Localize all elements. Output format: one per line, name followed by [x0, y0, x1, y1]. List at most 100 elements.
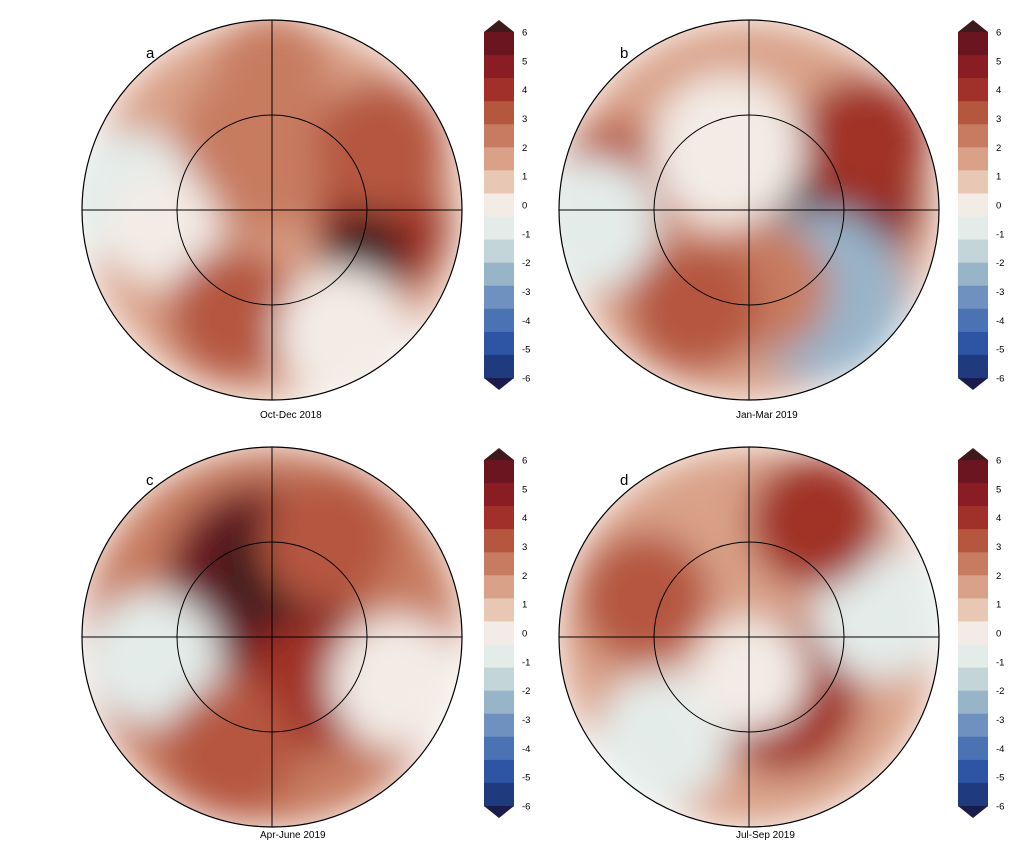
anomaly-blob: [627, 239, 761, 373]
colorbar-bin: [958, 483, 988, 507]
colorbar-a: 6 5 4 3 2 1 0 -1 -2 -3 -4 -5 -6: [484, 20, 530, 390]
colorbar-tick-label: 0: [522, 201, 527, 212]
colorbar-tick-label: 2: [522, 143, 527, 154]
map-c: [81, 446, 463, 828]
panel-b-caption: Jan-Mar 2019: [736, 410, 798, 421]
colorbar-min-extension: [958, 806, 988, 818]
colorbar-tick-label: -4: [522, 316, 530, 327]
colorbar-tick-label: -1: [522, 657, 530, 668]
colorbar-tick-label: 5: [996, 484, 1001, 495]
colorbar-tick-label: 2: [996, 143, 1001, 154]
colorbar-bin: [958, 460, 988, 484]
colorbar-bin: [958, 575, 988, 599]
colorbar-bin: [484, 621, 514, 646]
colorbar-tick-label: 5: [996, 56, 1001, 67]
colorbar-bin: [958, 644, 988, 669]
colorbar-bin: [484, 285, 514, 310]
colorbar-bin: [484, 575, 514, 599]
colorbar-max-extension: [958, 448, 988, 460]
colorbar-tick-label: -5: [522, 773, 530, 784]
colorbar-bin: [958, 78, 988, 102]
colorbar-bin: [484, 147, 514, 171]
colorbar-bin: [958, 170, 988, 194]
colorbar-tick-label: -3: [996, 715, 1004, 726]
colorbar-bin: [958, 782, 988, 807]
colorbar-tick-label: 4: [996, 85, 1001, 96]
colorbar-tick-label: 1: [996, 600, 1001, 611]
graticule: [559, 447, 939, 827]
colorbar-b: 6 5 4 3 2 1 0 -1 -2 -3 -4 -5 -6: [958, 20, 1004, 390]
anomaly-blob: [330, 616, 462, 749]
colorbar-tick-label: 0: [996, 629, 1001, 640]
panel-a: a Oct-Dec 2018 6 5 4 3 2 1 0 -1 -2 -3 -4 -5 -6: [81, 19, 530, 421]
colorbar-tick-label: -4: [996, 316, 1004, 327]
colorbar-bin: [484, 690, 514, 715]
colorbar-bin: [484, 460, 514, 484]
colorbar-bin: [484, 644, 514, 669]
colorbar-tick-label: 0: [522, 629, 527, 640]
colorbar-tick-label: -6: [996, 802, 1004, 813]
colorbar-bin: [958, 193, 988, 218]
colorbar-bin: [958, 32, 988, 56]
colorbar-tick-label: -3: [522, 715, 530, 726]
anomaly-blob: [651, 74, 804, 227]
colorbar-min-extension: [958, 378, 988, 390]
anomaly-blob: [105, 172, 220, 287]
colorbar-bin: [958, 147, 988, 171]
colorbar-tick-label: 6: [522, 456, 527, 467]
colorbar-tick-label: -2: [996, 686, 1004, 697]
colorbar-bin: [484, 759, 514, 784]
colorbar-bin: [484, 308, 514, 333]
colorbar-bin: [958, 101, 988, 125]
panel-b: b Jan-Mar 2019 6 5 4 3 2 1 0 -1 -2 -3 -4 -5 -6: [558, 19, 1004, 421]
colorbar-tick-label: -6: [522, 802, 530, 813]
colorbar-bin: [484, 713, 514, 738]
colorbar-bin: [484, 55, 514, 79]
colorbar-bin: [958, 262, 988, 287]
colorbar-tick-label: -5: [522, 345, 530, 356]
colorbar-tick-label: -6: [522, 374, 530, 385]
colorbar-bin: [958, 239, 988, 264]
colorbar-bin: [484, 124, 514, 148]
panel-c-caption: Apr-June 2019: [260, 830, 326, 841]
colorbar-bin: [484, 170, 514, 194]
colorbar-tick-label: -3: [996, 287, 1004, 298]
colorbar-tick-label: 6: [522, 28, 527, 39]
colorbar-bin: [958, 667, 988, 692]
colorbar-min-extension: [484, 378, 514, 390]
colorbar-tick-label: 6: [996, 456, 1001, 467]
anomaly-blob: [559, 157, 658, 291]
anomaly-field: [82, 20, 462, 400]
colorbar-bin: [484, 667, 514, 692]
colorbar-bin: [484, 483, 514, 507]
colorbar-tick-label: 2: [522, 571, 527, 582]
colorbar-bin: [958, 529, 988, 553]
colorbar-tick-label: 3: [522, 114, 527, 125]
colorbar-tick-label: 1: [522, 172, 527, 183]
panel-d-caption: Jul-Sep 2019: [736, 830, 795, 841]
colorbar-tick-label: 3: [996, 114, 1001, 125]
anomaly-blob: [597, 672, 730, 806]
map-boundary: [81, 446, 463, 828]
colorbar-tick-label: -1: [996, 229, 1004, 240]
colorbar-bin: [484, 101, 514, 125]
colorbar-tick-label: -6: [996, 374, 1004, 385]
colorbar-bin: [484, 78, 514, 102]
colorbar-tick-label: -3: [522, 287, 530, 298]
colorbar-bin: [958, 598, 988, 622]
anomaly-blob: [164, 683, 298, 817]
colorbar-tick-label: -1: [522, 229, 530, 240]
colorbar-bin: [484, 598, 514, 622]
map-boundary: [558, 19, 940, 401]
panel-d: d Jul-Sep 2019 6 5 4 3 2 1 0 -1 -2 -3 -4 -5 -6: [558, 446, 1004, 841]
panel-c: c Apr-June 2019 6 5 4 3 2 1 0 -1 -2 -3 -4 -5 -6: [81, 446, 530, 841]
colorbar-max-extension: [484, 448, 514, 460]
colorbar-tick-label: -5: [996, 345, 1004, 356]
colorbar-bin: [484, 32, 514, 56]
colorbar-bin: [958, 552, 988, 576]
colorbar-tick-label: -5: [996, 773, 1004, 784]
colorbar-tick-label: 5: [522, 484, 527, 495]
colorbar-bin: [958, 331, 988, 356]
colorbar-bin: [958, 55, 988, 79]
